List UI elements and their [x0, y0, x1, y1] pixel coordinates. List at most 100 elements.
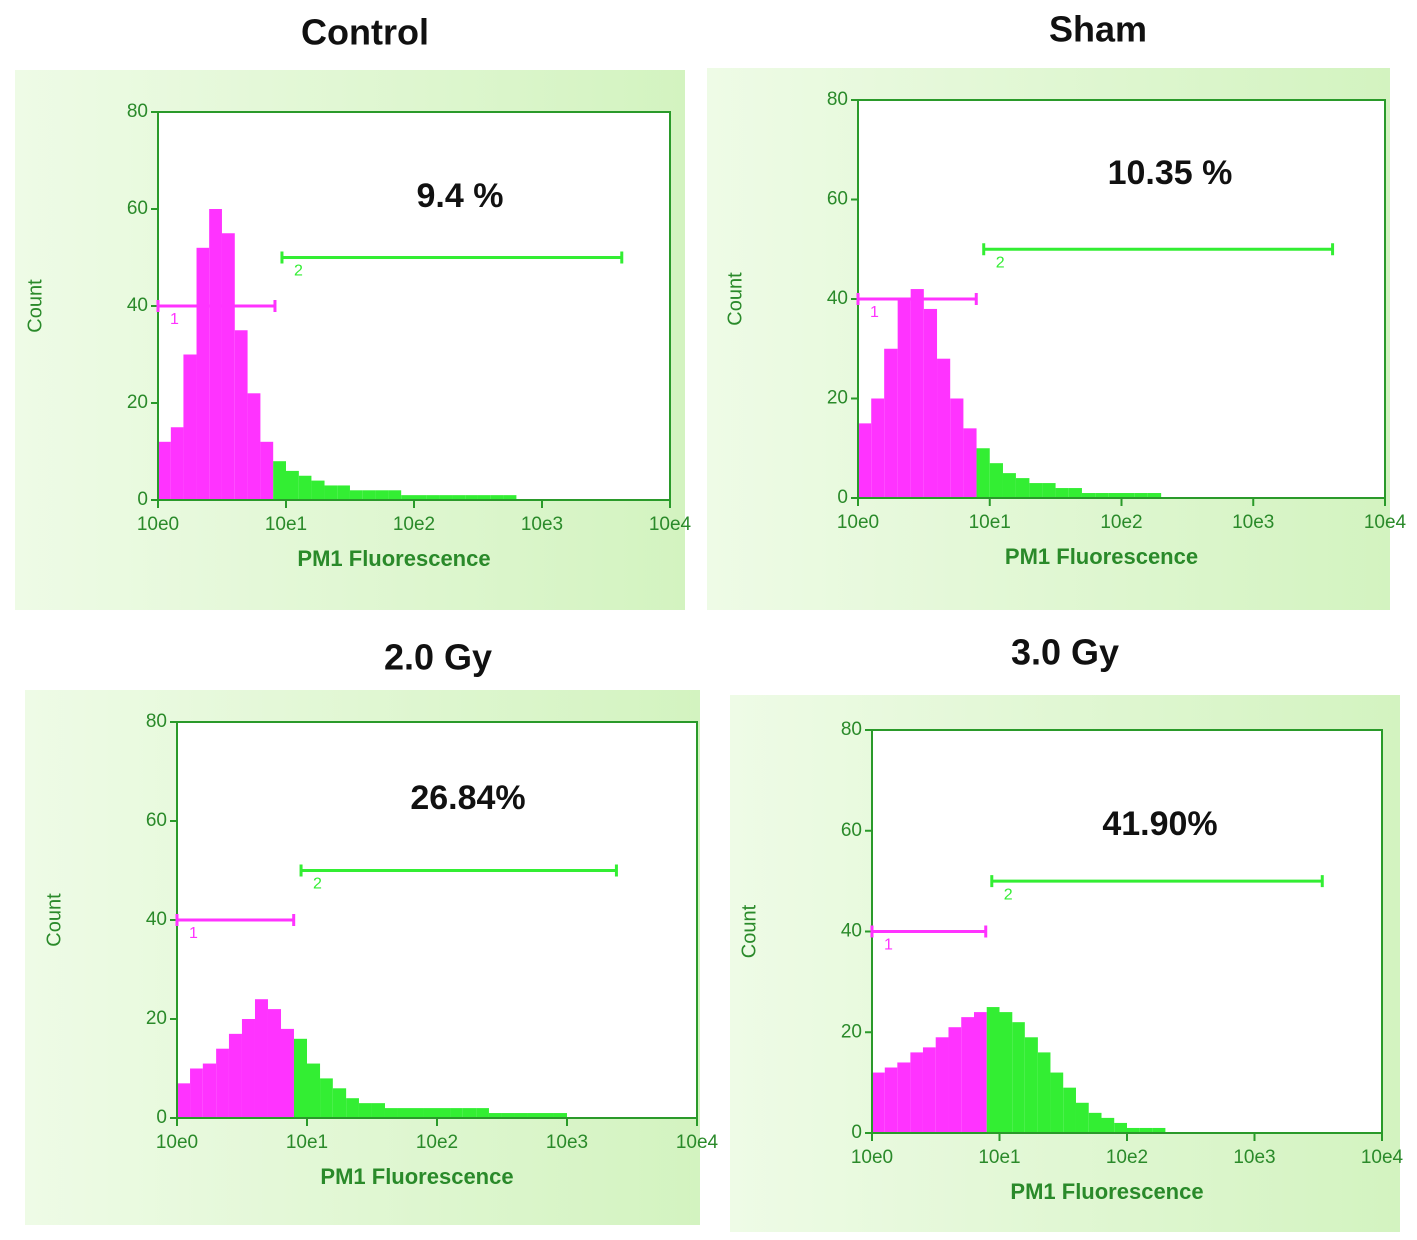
y-tick-label: 40 [841, 921, 862, 942]
y-axis-label: Count [43, 893, 65, 947]
y-tick-label: 0 [851, 1122, 862, 1143]
histogram-bar [371, 1103, 385, 1118]
histogram-bar [462, 1108, 477, 1118]
histogram-bar [963, 428, 977, 498]
histogram-bar [1015, 478, 1030, 498]
gate-label: 2 [1004, 886, 1013, 903]
x-axis-label: PM1 Fluorescence [320, 1164, 513, 1189]
histogram-bar [158, 441, 171, 500]
histogram-bar [254, 999, 268, 1118]
histogram-bar [1024, 1037, 1038, 1133]
histogram-bar [375, 490, 389, 500]
histogram-bar [281, 1028, 294, 1118]
histogram-bar [514, 1113, 528, 1118]
gate-label: 2 [313, 876, 322, 893]
y-tick-label: 80 [841, 719, 862, 740]
histogram-bar [1050, 1072, 1064, 1133]
y-axis-label: Count [24, 279, 46, 333]
histogram-bar [553, 1113, 567, 1118]
x-tick-label: 10e3 [1233, 1147, 1275, 1168]
histogram-bar [937, 358, 951, 498]
gate-label: 1 [170, 311, 179, 328]
gate-label: 1 [884, 937, 893, 954]
x-axis-label: PM1 Fluorescence [297, 546, 490, 571]
histogram-bar [439, 495, 453, 500]
histogram-bar [414, 495, 427, 500]
panel-title: 2.0 Gy [384, 637, 492, 678]
histogram-bar [332, 1088, 347, 1118]
histogram-bar [490, 495, 504, 500]
gate-label: 1 [870, 304, 879, 321]
histogram-bar [286, 470, 299, 500]
histogram-bar [228, 1033, 242, 1118]
histogram-bar [986, 1007, 1000, 1133]
histogram-bar [273, 461, 286, 500]
histogram-bar [1088, 1112, 1102, 1133]
histogram-bar [910, 289, 924, 498]
histogram-bar [976, 448, 990, 498]
histogram-bar [202, 1063, 217, 1118]
x-tick-label: 10e1 [265, 514, 307, 535]
y-tick-label: 0 [156, 1107, 167, 1128]
y-tick-label: 40 [127, 295, 148, 316]
histogram-bar [1108, 493, 1122, 498]
histogram-bar [247, 393, 261, 500]
x-tick-label: 10e0 [137, 514, 179, 535]
x-tick-label: 10e0 [837, 512, 879, 533]
y-tick-label: 40 [146, 909, 167, 930]
histogram-bar [397, 1108, 412, 1118]
histogram-bar [948, 1027, 962, 1133]
histogram-bar [541, 1113, 554, 1118]
histogram-bar [1101, 1117, 1115, 1133]
y-tick-label: 80 [827, 89, 848, 110]
histogram-bar [1063, 1087, 1076, 1133]
x-tick-label: 10e3 [546, 1132, 588, 1153]
x-tick-label: 10e4 [649, 514, 692, 535]
histogram-bar [1029, 483, 1043, 498]
x-tick-label: 10e3 [1232, 512, 1274, 533]
y-tick-label: 0 [137, 489, 148, 510]
gate-label: 1 [189, 925, 198, 942]
histogram-bar [209, 209, 222, 500]
y-axis-label: Count [738, 904, 760, 958]
histogram-bar [950, 398, 964, 498]
histogram-bar [501, 1113, 515, 1118]
histogram-bar [1127, 1127, 1140, 1133]
histogram-bar [337, 485, 350, 500]
x-tick-label: 10e4 [1364, 512, 1407, 533]
histogram-bar [1134, 493, 1148, 498]
histogram-bar [293, 1038, 307, 1118]
histogram-bar [234, 330, 248, 500]
histogram-bar [989, 463, 1003, 498]
histogram-bar [1147, 493, 1162, 498]
histogram-bar [477, 495, 491, 500]
histogram-bar [324, 485, 338, 500]
x-tick-label: 10e2 [393, 514, 435, 535]
y-tick-label: 60 [127, 198, 148, 219]
histogram-bar [1095, 493, 1109, 498]
histogram-bar [388, 490, 402, 500]
percent-annotation: 9.4 % [417, 177, 504, 215]
gate-label: 2 [996, 254, 1005, 271]
histogram-bar [311, 480, 325, 500]
histogram-bar [1037, 1052, 1051, 1133]
histogram-bar [872, 1072, 885, 1133]
y-tick-label: 80 [146, 711, 167, 732]
x-tick-label: 10e2 [1100, 512, 1142, 533]
histogram-bar [923, 308, 938, 498]
histogram-bar [170, 427, 184, 500]
percent-annotation: 10.35 % [1108, 154, 1233, 192]
histogram-bar [221, 233, 235, 500]
histogram-bar [1114, 1122, 1127, 1133]
histogram-bar [426, 495, 440, 500]
histogram-bar [190, 1068, 203, 1118]
histogram-bar [307, 1063, 321, 1118]
histogram-bar [527, 1113, 542, 1118]
histogram-bar [1121, 493, 1135, 498]
histogram-bar [1055, 488, 1069, 498]
y-tick-label: 80 [127, 101, 148, 122]
histogram-bar [871, 398, 885, 498]
histogram-bar [897, 299, 911, 498]
histogram-bar [411, 1108, 424, 1118]
histogram-bar [961, 1017, 975, 1133]
